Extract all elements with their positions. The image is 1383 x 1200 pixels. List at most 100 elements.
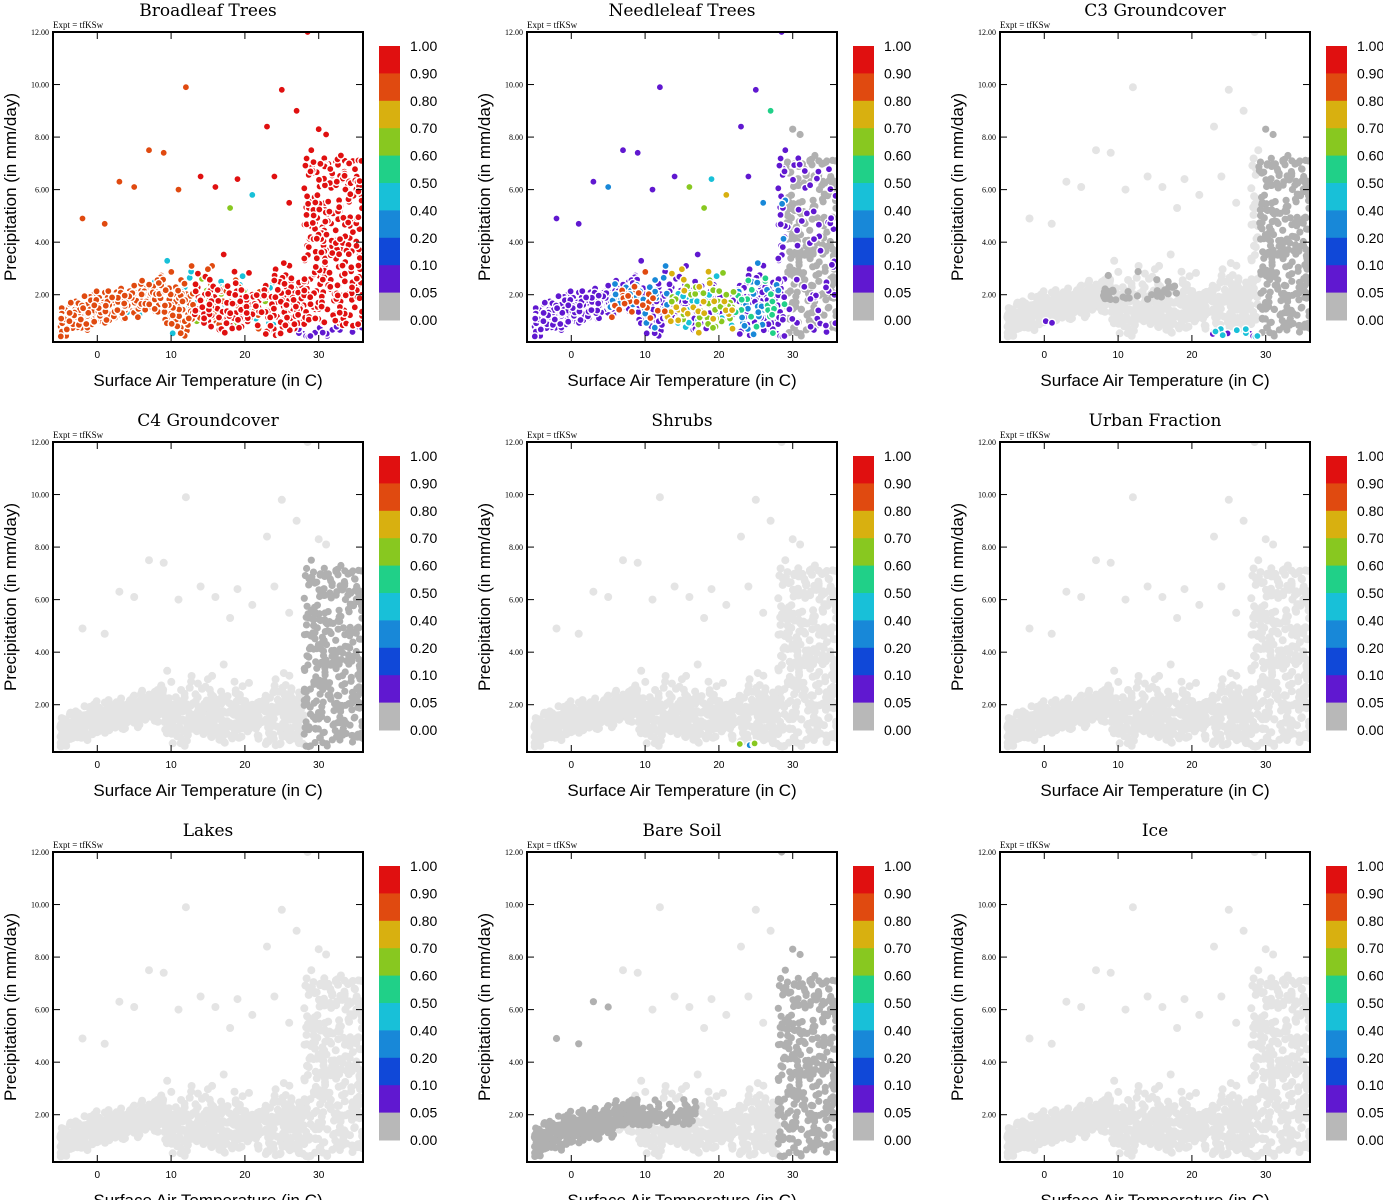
data-point — [203, 264, 213, 274]
data-point — [779, 234, 788, 244]
data-point — [778, 315, 788, 325]
data-point — [794, 205, 803, 214]
data-point — [340, 276, 350, 286]
data-point — [350, 302, 360, 312]
data-point — [779, 292, 789, 302]
background-point — [135, 710, 144, 719]
data-point — [353, 319, 363, 329]
background-point — [234, 693, 243, 702]
background-point — [1180, 175, 1189, 184]
data-point — [92, 286, 101, 296]
data-point — [677, 264, 687, 274]
background-point — [130, 691, 139, 700]
data-point — [539, 308, 548, 318]
data-point — [744, 276, 753, 285]
data-point — [776, 154, 785, 163]
colorbar-swatch — [379, 46, 400, 74]
data-point — [550, 315, 560, 324]
colorbar-label: 0.20 — [884, 230, 911, 246]
background-point — [1082, 300, 1091, 309]
background-point — [1220, 285, 1229, 294]
data-point — [758, 198, 768, 208]
y-tick-label: 8.00 — [35, 133, 49, 142]
data-point — [237, 285, 246, 295]
background-point — [276, 739, 285, 748]
data-point — [1294, 263, 1302, 271]
data-point — [1281, 161, 1289, 169]
data-point — [1283, 309, 1291, 317]
background-point — [1241, 288, 1250, 297]
background-point — [1201, 296, 1210, 304]
data-point — [343, 218, 353, 227]
data-point — [776, 219, 786, 229]
data-point — [1257, 211, 1265, 220]
data-point — [821, 283, 831, 292]
data-point — [650, 323, 660, 333]
background-point — [1241, 310, 1250, 319]
data-point — [680, 286, 689, 296]
x-tick-label: 10 — [166, 350, 178, 361]
colorbar-swatch — [379, 292, 400, 321]
colorbar-label: 0.80 — [410, 93, 437, 109]
background-point — [1186, 301, 1195, 309]
data-point — [1304, 157, 1310, 165]
background-point — [1039, 287, 1048, 296]
data-point — [749, 329, 758, 339]
data-point — [642, 328, 652, 338]
data-point — [206, 322, 216, 331]
data-point — [348, 227, 358, 237]
y-tick-label: 4.00 — [982, 238, 996, 247]
background-point — [238, 682, 247, 691]
data-point — [302, 154, 311, 163]
data-point — [1285, 262, 1294, 270]
data-point — [1259, 263, 1267, 271]
data-point — [82, 319, 91, 329]
data-point — [618, 145, 628, 155]
background-point — [1138, 280, 1147, 289]
background-point — [294, 720, 303, 729]
data-point — [1153, 276, 1161, 284]
data-point — [113, 305, 122, 315]
data-point — [566, 286, 575, 296]
data-point — [683, 309, 693, 319]
data-point — [737, 295, 747, 305]
background-point — [1234, 274, 1243, 283]
panel-title: C3 Groundcover — [1084, 1, 1226, 21]
data-point — [283, 287, 293, 297]
background-point — [1156, 309, 1165, 318]
background-point — [1025, 214, 1034, 223]
colorbar-swatch — [1326, 265, 1347, 294]
background-point — [66, 708, 75, 717]
data-point — [1300, 275, 1308, 283]
background-point — [1236, 295, 1245, 304]
data-point — [269, 304, 279, 314]
x-tick-label: 0 — [95, 350, 101, 361]
colorbar-label: 0.90 — [1357, 65, 1383, 81]
data-point — [166, 267, 176, 277]
data-point — [1267, 318, 1275, 326]
background-point — [1182, 323, 1190, 332]
data-point — [536, 325, 546, 334]
data-point — [205, 275, 215, 285]
data-point — [798, 198, 806, 206]
data-point — [722, 190, 731, 200]
background-point — [1012, 308, 1021, 317]
background-point — [1107, 308, 1116, 316]
data-point — [822, 296, 830, 304]
data-point — [774, 286, 783, 295]
data-point — [564, 300, 573, 310]
background-point — [1226, 259, 1235, 268]
data-point — [1256, 206, 1264, 214]
background-point — [1249, 154, 1258, 163]
data-point — [269, 276, 279, 285]
data-point — [751, 85, 761, 95]
data-point — [1288, 277, 1296, 285]
x-axis-label: Surface Air Temperature (in C) — [93, 371, 322, 390]
expt-annotation: Expt = tfKSw — [1000, 20, 1051, 30]
data-point — [187, 261, 196, 271]
data-point — [355, 176, 363, 186]
data-point — [265, 313, 275, 322]
data-point — [325, 282, 335, 292]
data-point — [320, 257, 330, 267]
